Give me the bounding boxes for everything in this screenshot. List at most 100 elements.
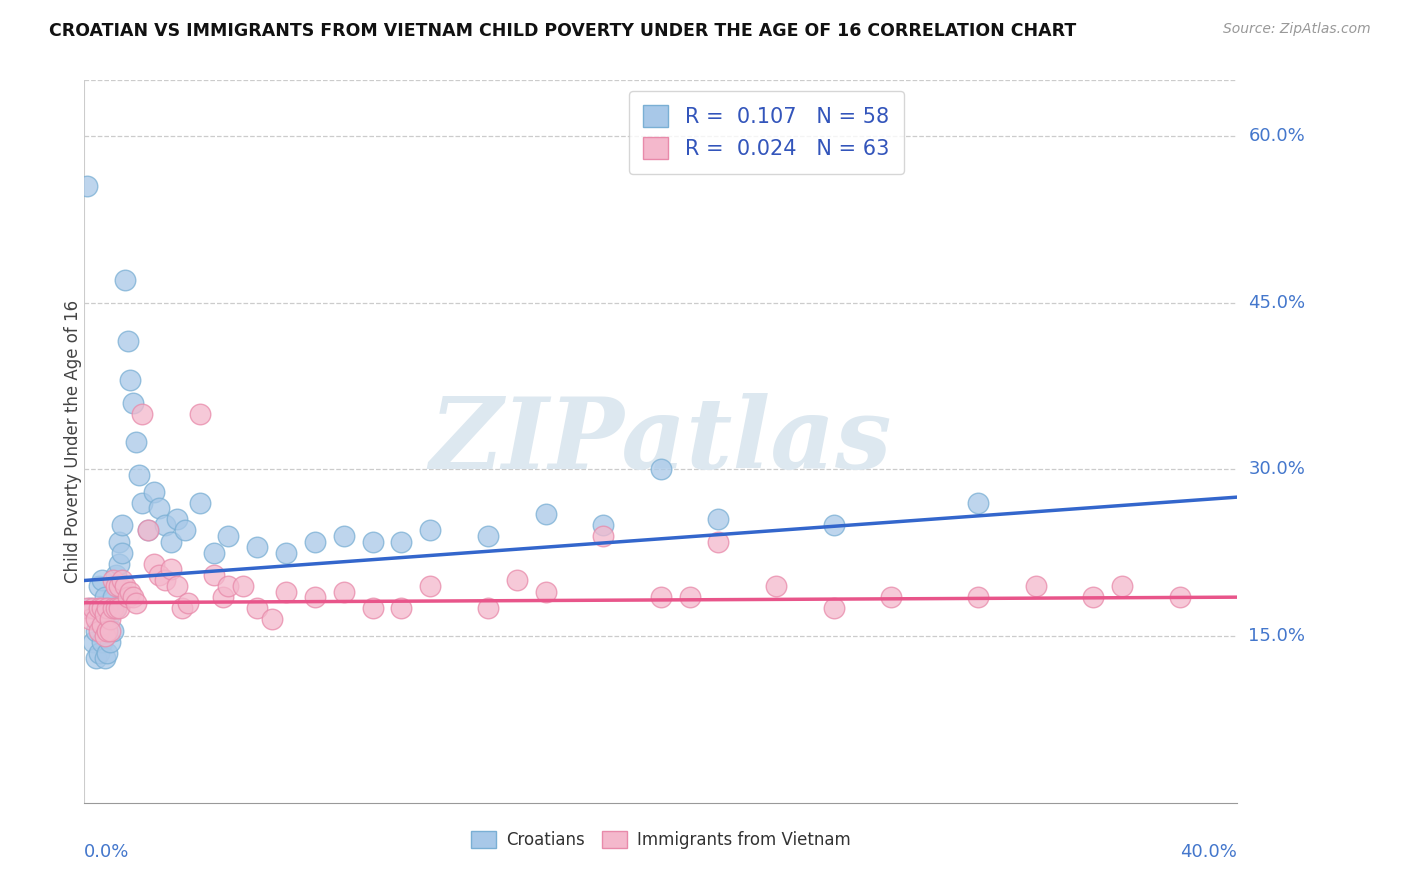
Point xyxy=(87,646,110,660)
Point xyxy=(90,634,112,648)
Point xyxy=(1025,579,1047,593)
Point xyxy=(202,546,225,560)
Point xyxy=(142,557,165,571)
Point xyxy=(87,579,110,593)
Point xyxy=(90,574,112,588)
Point xyxy=(84,651,107,665)
Text: ZIPatlas: ZIPatlas xyxy=(430,393,891,490)
Point xyxy=(136,524,159,538)
Point xyxy=(534,584,557,599)
Point xyxy=(391,601,413,615)
Point xyxy=(246,601,269,615)
Text: 60.0%: 60.0% xyxy=(1249,127,1305,145)
Point xyxy=(87,624,110,638)
Point xyxy=(506,574,529,588)
Point xyxy=(477,529,499,543)
Point xyxy=(333,529,356,543)
Point xyxy=(98,624,121,638)
Point xyxy=(202,568,225,582)
Point xyxy=(211,590,233,604)
Point xyxy=(361,534,384,549)
Point xyxy=(477,601,499,615)
Point xyxy=(108,601,131,615)
Point xyxy=(108,579,131,593)
Text: 15.0%: 15.0% xyxy=(1249,627,1305,645)
Point xyxy=(111,517,134,532)
Point xyxy=(177,596,200,610)
Point xyxy=(84,624,107,638)
Y-axis label: Child Poverty Under the Age of 16: Child Poverty Under the Age of 16 xyxy=(65,300,82,583)
Point xyxy=(79,601,101,615)
Point xyxy=(108,557,131,571)
Point xyxy=(246,540,269,554)
Point xyxy=(650,462,672,476)
Text: 30.0%: 30.0% xyxy=(1249,460,1305,478)
Point xyxy=(823,517,845,532)
Point xyxy=(105,601,128,615)
Point xyxy=(166,579,188,593)
Point xyxy=(333,584,356,599)
Point xyxy=(96,624,118,638)
Point xyxy=(188,407,211,421)
Text: CROATIAN VS IMMIGRANTS FROM VIETNAM CHILD POVERTY UNDER THE AGE OF 16 CORRELATIO: CROATIAN VS IMMIGRANTS FROM VIETNAM CHIL… xyxy=(49,22,1077,40)
Point xyxy=(90,618,112,632)
Point xyxy=(419,524,441,538)
Point xyxy=(103,590,124,604)
Point xyxy=(967,590,990,604)
Point xyxy=(361,601,384,615)
Point xyxy=(1083,590,1105,604)
Point xyxy=(650,590,672,604)
Point xyxy=(765,579,787,593)
Point xyxy=(105,579,128,593)
Point xyxy=(172,601,194,615)
Point xyxy=(76,601,98,615)
Point xyxy=(103,624,124,638)
Point xyxy=(108,534,131,549)
Point xyxy=(160,534,183,549)
Point xyxy=(114,579,136,593)
Point xyxy=(103,574,124,588)
Point xyxy=(304,590,326,604)
Point xyxy=(148,501,170,516)
Point xyxy=(117,590,139,604)
Point xyxy=(90,601,112,615)
Point xyxy=(823,601,845,615)
Point xyxy=(188,496,211,510)
Point xyxy=(98,634,121,648)
Point xyxy=(707,534,730,549)
Point xyxy=(90,607,112,621)
Point xyxy=(105,568,128,582)
Point xyxy=(153,517,176,532)
Point xyxy=(120,373,142,387)
Point xyxy=(174,524,197,538)
Point xyxy=(96,646,118,660)
Point xyxy=(93,590,115,604)
Point xyxy=(128,467,150,482)
Point xyxy=(1111,579,1133,593)
Point xyxy=(218,579,240,593)
Point xyxy=(136,524,159,538)
Point xyxy=(166,512,188,526)
Point xyxy=(84,612,107,626)
Point xyxy=(276,584,298,599)
Point xyxy=(153,574,176,588)
Point xyxy=(707,512,730,526)
Point xyxy=(96,601,118,615)
Point xyxy=(82,601,104,615)
Point xyxy=(111,546,134,560)
Point xyxy=(117,334,139,349)
Point xyxy=(96,624,118,638)
Point xyxy=(679,590,702,604)
Text: 45.0%: 45.0% xyxy=(1249,293,1306,311)
Legend: Croatians, Immigrants from Vietnam: Croatians, Immigrants from Vietnam xyxy=(464,824,858,856)
Point xyxy=(82,634,104,648)
Point xyxy=(967,496,990,510)
Point xyxy=(79,612,101,626)
Point xyxy=(131,496,153,510)
Point xyxy=(87,601,110,615)
Point xyxy=(105,601,128,615)
Point xyxy=(98,612,121,626)
Point xyxy=(111,574,134,588)
Point xyxy=(1168,590,1191,604)
Point xyxy=(592,517,614,532)
